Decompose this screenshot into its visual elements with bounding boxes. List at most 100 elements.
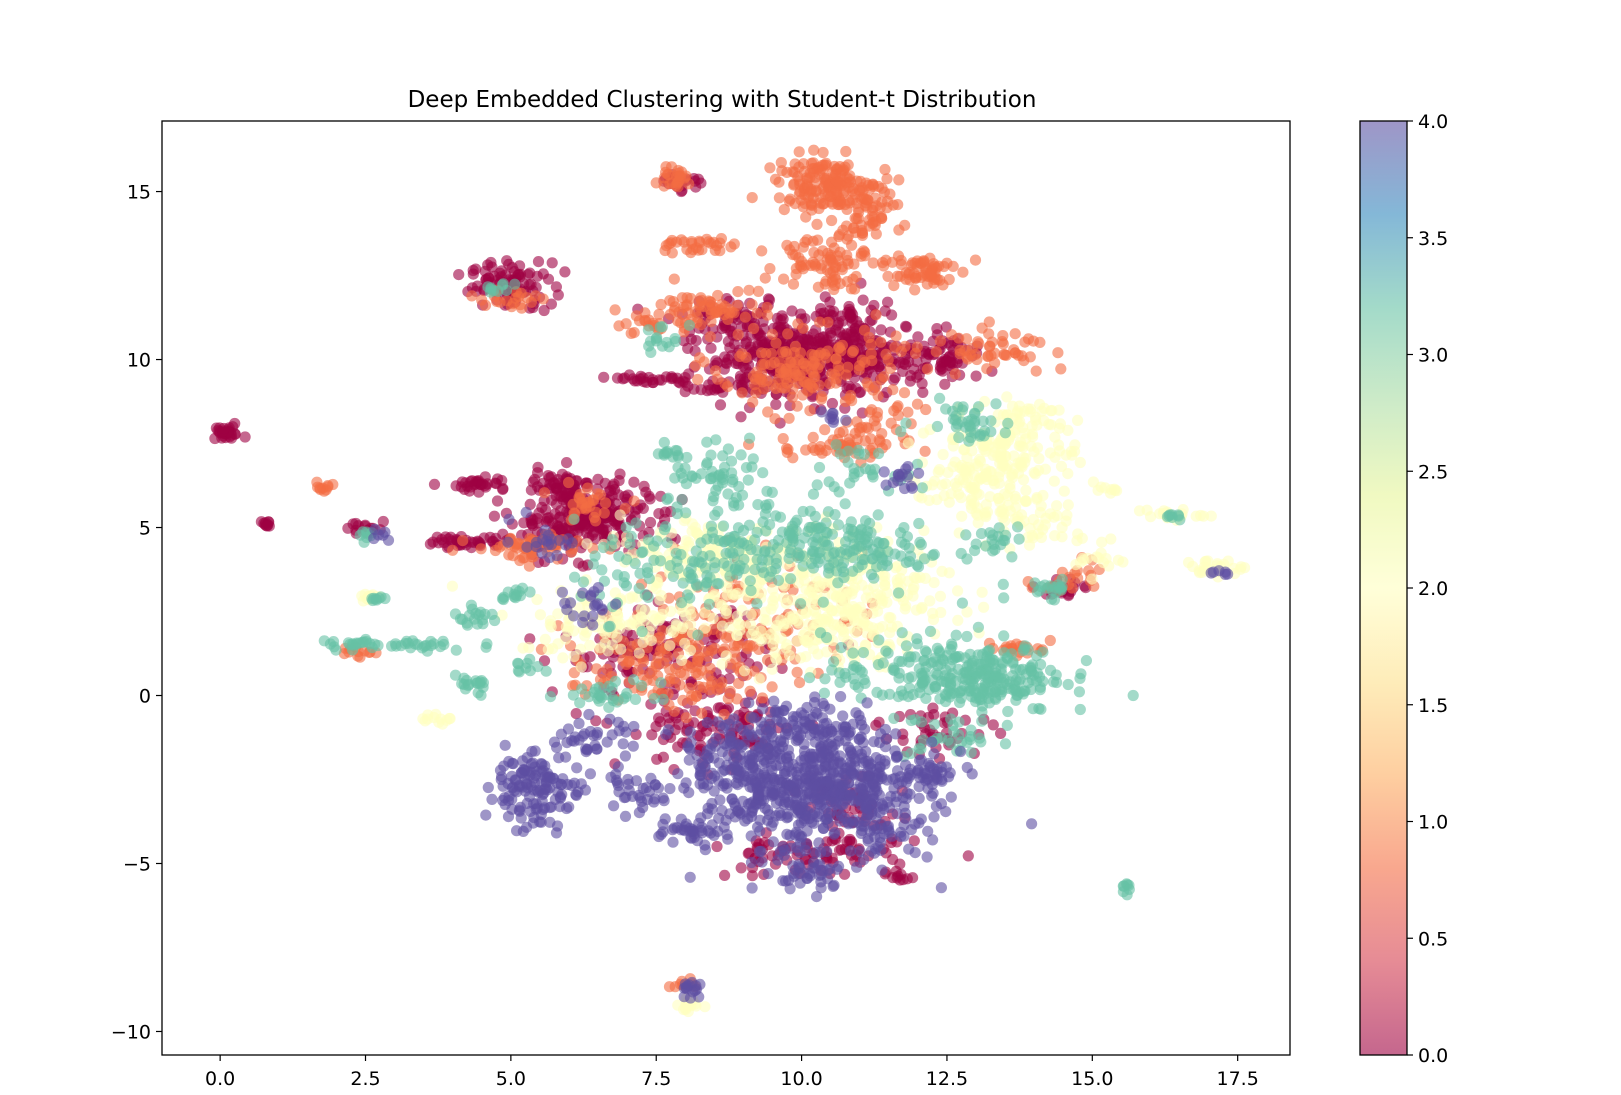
scatter-point bbox=[956, 459, 968, 472]
scatter-point bbox=[676, 292, 688, 304]
scatter-point bbox=[651, 753, 663, 765]
scatter-point bbox=[864, 517, 876, 529]
scatter-point bbox=[587, 558, 599, 570]
scatter-point bbox=[843, 622, 856, 634]
scatter-point bbox=[695, 557, 708, 569]
scatter-point bbox=[795, 308, 807, 320]
scatter-point bbox=[546, 494, 558, 506]
scatter-point bbox=[967, 680, 980, 692]
scatter-point bbox=[1000, 529, 1012, 542]
scatter-point bbox=[850, 226, 862, 239]
scatter-point bbox=[786, 391, 799, 403]
scatter-point bbox=[865, 568, 878, 581]
scatter-points bbox=[209, 144, 1251, 1018]
scatter-point bbox=[635, 680, 648, 692]
scatter-point bbox=[711, 840, 723, 853]
scatter-point bbox=[654, 321, 666, 333]
scatter-point bbox=[826, 214, 838, 227]
scatter-point bbox=[1072, 572, 1084, 584]
scatter-point bbox=[899, 538, 911, 551]
scatter-point bbox=[924, 625, 937, 638]
scatter-point bbox=[833, 230, 845, 243]
scatter-point bbox=[1020, 452, 1032, 464]
scatter-point bbox=[375, 591, 387, 603]
scatter-point bbox=[876, 689, 889, 701]
scatter-point bbox=[437, 635, 449, 647]
scatter-point bbox=[617, 693, 630, 705]
scatter-point bbox=[377, 515, 389, 528]
scatter-point bbox=[624, 538, 636, 550]
scatter-point bbox=[357, 595, 369, 607]
scatter-point bbox=[489, 614, 501, 627]
scatter-point bbox=[883, 611, 895, 624]
scatter-point bbox=[704, 473, 717, 485]
scatter-point bbox=[834, 278, 846, 290]
scatter-point bbox=[839, 199, 851, 211]
scatter-point bbox=[807, 488, 820, 500]
scatter-point bbox=[838, 571, 850, 584]
scatter-point bbox=[912, 561, 925, 573]
scatter-point bbox=[1127, 689, 1139, 702]
scatter-point bbox=[568, 513, 580, 525]
scatter-point bbox=[1052, 347, 1064, 359]
scatter-point bbox=[857, 294, 869, 306]
scatter-point bbox=[704, 296, 716, 308]
scatter-point bbox=[986, 336, 998, 348]
scatter-point bbox=[692, 629, 704, 641]
scatter-point bbox=[867, 257, 879, 269]
scatter-point bbox=[513, 666, 525, 678]
scatter-point bbox=[546, 257, 558, 269]
scatter-point bbox=[793, 146, 805, 158]
scatter-point bbox=[943, 567, 955, 579]
scatter-point bbox=[810, 618, 822, 630]
scatter-point bbox=[699, 646, 711, 658]
scatter-point bbox=[538, 304, 550, 317]
scatter-point bbox=[881, 560, 893, 572]
scatter-point bbox=[599, 637, 611, 649]
scatter-point bbox=[740, 362, 752, 374]
scatter-point bbox=[650, 177, 662, 189]
scatter-point bbox=[759, 272, 771, 284]
scatter-point bbox=[891, 270, 904, 282]
scatter-point bbox=[778, 592, 790, 604]
scatter-point bbox=[981, 506, 994, 518]
scatter-point bbox=[943, 672, 956, 684]
scatter-point bbox=[685, 333, 697, 345]
scatter-point bbox=[976, 715, 988, 727]
scatter-point bbox=[684, 592, 696, 604]
scatter-point bbox=[937, 448, 949, 461]
scatter-point bbox=[994, 466, 1006, 478]
scatter-point bbox=[604, 484, 617, 497]
scatter-point bbox=[770, 382, 782, 394]
scatter-point bbox=[968, 469, 980, 481]
scatter-point bbox=[879, 580, 891, 592]
scatter-point bbox=[940, 478, 952, 490]
scatter-point bbox=[1013, 533, 1025, 545]
scatter-point bbox=[615, 643, 627, 655]
scatter-point bbox=[748, 379, 761, 391]
scatter-point bbox=[909, 714, 921, 726]
scatter-point bbox=[780, 346, 792, 358]
scatter-point bbox=[1123, 883, 1135, 896]
scatter-point bbox=[865, 348, 877, 360]
scatter-point bbox=[960, 333, 973, 345]
scatter-point bbox=[960, 529, 972, 541]
scatter-point bbox=[676, 493, 688, 506]
scatter-point bbox=[668, 673, 680, 685]
scatter-point bbox=[692, 669, 704, 681]
scatter-point bbox=[1001, 409, 1013, 421]
scatter-point bbox=[855, 247, 868, 259]
scatter-point bbox=[819, 424, 831, 436]
scatter-point bbox=[733, 677, 745, 690]
scatter-point bbox=[848, 258, 860, 270]
scatter-point bbox=[887, 384, 899, 396]
scatter-point bbox=[655, 590, 667, 602]
scatter-point bbox=[766, 328, 779, 340]
scatter-point bbox=[756, 692, 769, 704]
scatter-point bbox=[771, 654, 783, 666]
scatter-point bbox=[820, 646, 833, 658]
scatter-point bbox=[516, 582, 529, 594]
scatter-point bbox=[661, 537, 673, 549]
scatter-point bbox=[822, 316, 834, 328]
scatter-point bbox=[956, 597, 969, 609]
